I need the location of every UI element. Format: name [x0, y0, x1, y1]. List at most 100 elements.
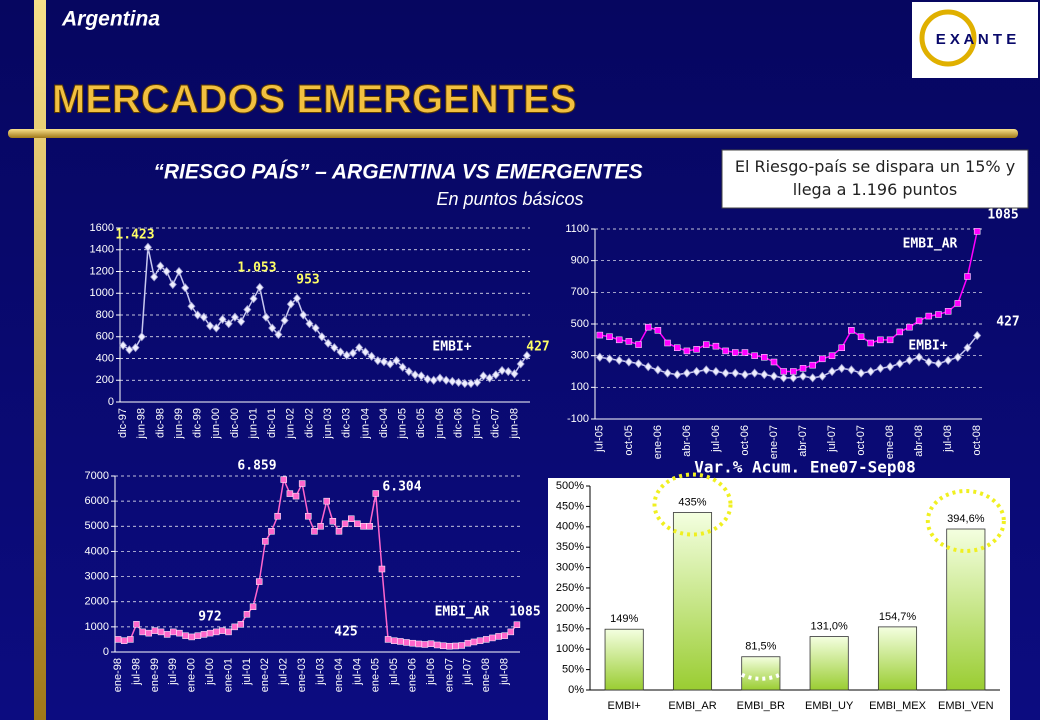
marker	[721, 368, 730, 378]
marker	[341, 520, 349, 528]
logo: E X A N T E	[936, 31, 1017, 48]
bar	[809, 636, 849, 691]
marker	[944, 355, 953, 366]
y-tick-label: 50%	[562, 664, 584, 676]
marker	[751, 352, 758, 359]
x-tick-label: ene-07	[443, 658, 455, 692]
y-tick-label: 1400	[90, 244, 114, 256]
marker	[262, 538, 269, 545]
marker	[770, 358, 778, 366]
marker	[924, 357, 933, 367]
marker	[458, 642, 465, 649]
marker	[507, 628, 515, 636]
x-tick-label: EMBI_VEN	[938, 700, 994, 712]
marker	[390, 637, 398, 644]
x-tick-label: jun-03	[322, 408, 334, 440]
y-tick-label: 1200	[90, 265, 114, 277]
marker	[495, 633, 502, 640]
marker	[255, 282, 264, 293]
marker	[750, 368, 759, 378]
marker	[398, 362, 407, 372]
marker	[476, 637, 484, 644]
marker	[789, 373, 798, 383]
marker	[231, 623, 238, 631]
y-tick-label: 1000	[85, 621, 109, 633]
marker	[423, 374, 432, 384]
marker	[452, 642, 459, 650]
x-tick-label: dic-07	[490, 408, 502, 438]
y-tick-label: 300%	[556, 562, 584, 574]
highlight-circle	[925, 489, 1006, 554]
marker	[442, 375, 451, 385]
x-tick-label: jun-06	[434, 408, 446, 440]
marker	[740, 370, 749, 380]
marker	[711, 366, 720, 377]
marker	[397, 638, 404, 645]
x-tick-label: jul-05	[388, 658, 400, 686]
y-tick-label: 0%	[568, 684, 584, 696]
annotation: 427	[996, 315, 1019, 330]
marker	[151, 627, 159, 634]
marker	[895, 358, 904, 369]
marker	[722, 347, 729, 355]
marker	[964, 273, 971, 280]
marker	[886, 336, 894, 344]
marker	[828, 366, 837, 377]
marker	[206, 629, 214, 637]
marker	[483, 636, 490, 643]
x-tick-label: dic-05	[415, 408, 427, 438]
marker	[673, 370, 682, 380]
marker	[712, 342, 720, 350]
y-tick-label: 4000	[85, 545, 109, 557]
marker	[504, 366, 513, 377]
marker	[877, 336, 884, 344]
x-tick-label: jun-02	[285, 408, 297, 440]
gold-bar-v	[34, 0, 46, 720]
marker	[857, 368, 866, 378]
marker	[392, 356, 401, 366]
x-tick-label: ene-00	[186, 658, 198, 692]
series-label: EMBI_AR	[903, 237, 958, 252]
marker	[808, 373, 817, 383]
y-tick-label: 800	[96, 309, 114, 321]
annotation: 425	[334, 625, 357, 640]
marker	[440, 642, 447, 649]
marker	[335, 528, 343, 535]
marker	[779, 373, 788, 383]
marker	[286, 299, 295, 309]
y-tick-label: 1000	[90, 287, 114, 299]
subtitle: “RIESGO PAÍS” – ARGENTINA VS EMERGENTES	[153, 161, 642, 184]
marker	[470, 638, 478, 646]
x-tick-label: dic-97	[117, 408, 129, 438]
marker	[409, 639, 416, 647]
marker	[876, 363, 885, 373]
value-label: 81,5%	[745, 641, 776, 653]
marker	[673, 344, 681, 351]
country: Argentina	[61, 8, 160, 31]
marker	[199, 312, 208, 322]
marker	[606, 333, 613, 340]
marker	[663, 368, 672, 378]
x-tick-label: jul-05	[594, 425, 606, 453]
marker	[194, 632, 202, 639]
x-tick-label: oct-07	[855, 425, 867, 456]
x-tick-label: ene-08	[884, 425, 896, 459]
y-tick-label: 700	[571, 286, 589, 298]
marker	[293, 293, 302, 303]
marker	[683, 347, 691, 355]
marker	[249, 294, 258, 304]
x-tick-label: jun-07	[471, 408, 483, 440]
marker	[219, 627, 226, 634]
marker	[348, 348, 357, 358]
marker	[731, 368, 740, 378]
marker	[188, 633, 195, 641]
note-box	[721, 149, 1029, 209]
marker	[292, 492, 300, 500]
chart-title: Var.% Acum. Ene07-Sep08	[694, 458, 916, 477]
marker	[274, 329, 283, 340]
marker	[761, 354, 768, 361]
marker	[595, 352, 604, 362]
value-label: 435%	[678, 496, 706, 508]
marker	[464, 639, 472, 647]
marker	[268, 323, 277, 333]
